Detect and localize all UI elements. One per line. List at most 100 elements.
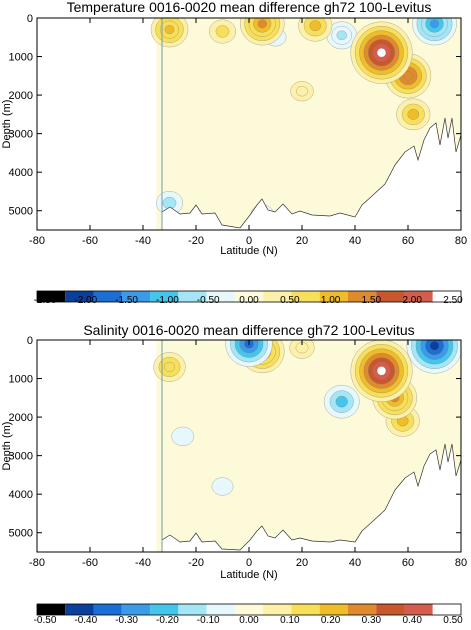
- salinity-colorbar-swatch: [263, 604, 292, 615]
- temperature-contour-cell: [376, 48, 387, 58]
- temperature-title: Temperature 0016-0020 mean difference gh…: [67, 0, 432, 15]
- temperature-colorbar-swatch: [65, 291, 94, 302]
- temperature-colorbar-label: 1.50: [362, 295, 382, 306]
- salinity-y-axis: 0 1000 2000 3000 4000 5000: [9, 335, 461, 540]
- salinity-x-tick-label: -40: [135, 557, 151, 569]
- temperature-y-tick-label: 5000: [9, 206, 33, 218]
- salinity-x-tick-label: -60: [82, 557, 98, 569]
- salinity-y-tick-label: 3000: [9, 451, 33, 463]
- temperature-colorbar-label: 2.50: [443, 295, 463, 306]
- temperature-x-tick-label: 60: [402, 235, 414, 247]
- salinity-colorbar-swatch: [178, 604, 207, 615]
- temperature-colorbar-swatch: [93, 291, 122, 302]
- salinity-colorbar-swatch: [121, 604, 151, 615]
- salinity-colorbar-swatch: [404, 604, 433, 615]
- temperature-contour-cell: [257, 19, 267, 29]
- temperature-contour-cell: [215, 25, 230, 38]
- salinity-colorbar-swatch: [206, 604, 235, 615]
- salinity-contour-cell: [211, 477, 234, 496]
- salinity-colorbar-swatch: [376, 604, 405, 615]
- salinity-y-tick-label: 1000: [9, 374, 33, 386]
- salinity-colorbar-swatch: [291, 604, 320, 615]
- salinity-panel: Salinity 0016-0020 mean difference gh72 …: [1, 322, 467, 626]
- temperature-contour-cell: [296, 86, 308, 97]
- salinity-x-tick-label: 40: [349, 557, 361, 569]
- salinity-colorbar-label: -0.20: [156, 615, 179, 626]
- temperature-colorbar-swatch: [347, 291, 377, 302]
- temperature-contour-cell: [429, 19, 440, 29]
- salinity-y-label: Depth (m): [1, 422, 13, 471]
- temperature-x-tick-label: 0: [246, 235, 252, 247]
- salinity-contour-cell: [335, 396, 348, 408]
- salinity-contour-cell: [171, 426, 194, 446]
- salinity-colorbar-swatch: [65, 604, 94, 615]
- temperature-colorbar-swatch: [291, 291, 320, 302]
- salinity-x-tick-label: 20: [296, 557, 308, 569]
- temperature-y-tick-label: 1000: [9, 52, 33, 64]
- salinity-x-tick-label: 0: [246, 557, 252, 569]
- temperature-colorbar-label: -2.50: [34, 295, 57, 306]
- salinity-colorbar-label: 0.10: [280, 615, 300, 626]
- temperature-y-label: Depth (m): [1, 100, 13, 149]
- salinity-colorbar-label: 0.40: [402, 615, 422, 626]
- temperature-contour-cell: [407, 109, 420, 120]
- salinity-x-label: Latitude (N): [220, 569, 277, 581]
- temperature-bathymetry: [161, 117, 462, 231]
- salinity-title: Salinity 0016-0020 mean difference gh72 …: [83, 322, 414, 338]
- salinity-y-tick-label: 4000: [9, 489, 33, 501]
- salinity-bathymetry: [161, 443, 462, 553]
- temperature-colorbar: -2.50 -2.00 -1.50 -1.00 -0.50 0.00 0.50 1.00 1.5…: [34, 290, 463, 306]
- temperature-x-tick-label: -80: [29, 235, 45, 247]
- temperature-colorbar-label: -2.00: [74, 295, 97, 306]
- temperature-colorbar-label: -0.50: [197, 295, 220, 306]
- salinity-colorbar-swatch: [347, 604, 377, 615]
- temperature-x-tick-label: -60: [82, 235, 98, 247]
- temperature-x-label: Latitude (N): [220, 245, 277, 257]
- salinity-x-axis: -80 -60 -40 -20 0 20 40 60 80: [29, 340, 467, 569]
- salinity-y-tick-label: 2000: [9, 412, 33, 424]
- temperature-y-tick-label: 2000: [9, 90, 33, 102]
- salinity-colorbar-label: -0.50: [34, 615, 57, 626]
- temperature-colorbar-label: 0.00: [239, 295, 259, 306]
- temperature-colorbar-swatch: [263, 291, 292, 302]
- salinity-colorbar-label: -0.30: [115, 615, 138, 626]
- temperature-y-axis: 0 1000 2000 3000 4000 5000: [9, 13, 461, 218]
- temperature-x-tick-label: 40: [349, 235, 361, 247]
- salinity-contour-cell: [429, 341, 440, 351]
- temperature-colorbar-label: -1.00: [156, 295, 179, 306]
- salinity-colorbar-label: 0.00: [239, 615, 259, 626]
- temperature-contour-cell: [309, 20, 321, 32]
- salinity-colorbar-label: 0.20: [321, 615, 341, 626]
- temperature-colorbar-label: -1.50: [115, 295, 138, 306]
- temperature-x-tick-label: 80: [455, 235, 467, 247]
- temperature-colorbar-swatch: [37, 291, 66, 302]
- salinity-x-tick-label: -20: [188, 557, 204, 569]
- salinity-colorbar-frame: [36, 603, 462, 616]
- salinity-colorbar-swatch: [93, 604, 122, 615]
- temperature-colorbar-swatch: [234, 291, 264, 302]
- temperature-x-tick-label: -40: [135, 235, 151, 247]
- temperature-field: [150, 18, 461, 230]
- temperature-y-tick-label: 3000: [9, 129, 33, 141]
- temperature-contour-cell: [403, 71, 413, 81]
- temperature-colorbar-label: 0.50: [280, 295, 300, 306]
- temperature-colorbar-swatch: [432, 291, 461, 302]
- temperature-colorbar-frame: [36, 290, 462, 303]
- temperature-colorbar-label: 2.00: [402, 295, 422, 306]
- salinity-colorbar-label: 0.50: [443, 615, 463, 626]
- salinity-colorbar-label: -0.40: [74, 615, 97, 626]
- salinity-x-tick-label: 80: [455, 557, 467, 569]
- salinity-x-tick-label: 60: [402, 557, 414, 569]
- salinity-y-tick-label: 0: [27, 335, 33, 347]
- temperature-colorbar-swatch: [376, 291, 405, 302]
- temperature-colorbar-swatch: [319, 291, 348, 302]
- salinity-field: [153, 340, 461, 552]
- temperature-colorbar-swatch: [150, 291, 179, 302]
- temperature-y-tick-label: 4000: [9, 167, 33, 179]
- temperature-y-tick-label: 0: [27, 13, 33, 25]
- salinity-colorbar: -0.50 -0.40 -0.30 -0.20 -0.10 0.00 0.10 0.20 0.3…: [34, 603, 463, 626]
- temperature-colorbar-swatch: [206, 291, 235, 302]
- temperature-colorbar-swatch: [404, 291, 433, 302]
- temperature-x-tick-label: 20: [296, 235, 308, 247]
